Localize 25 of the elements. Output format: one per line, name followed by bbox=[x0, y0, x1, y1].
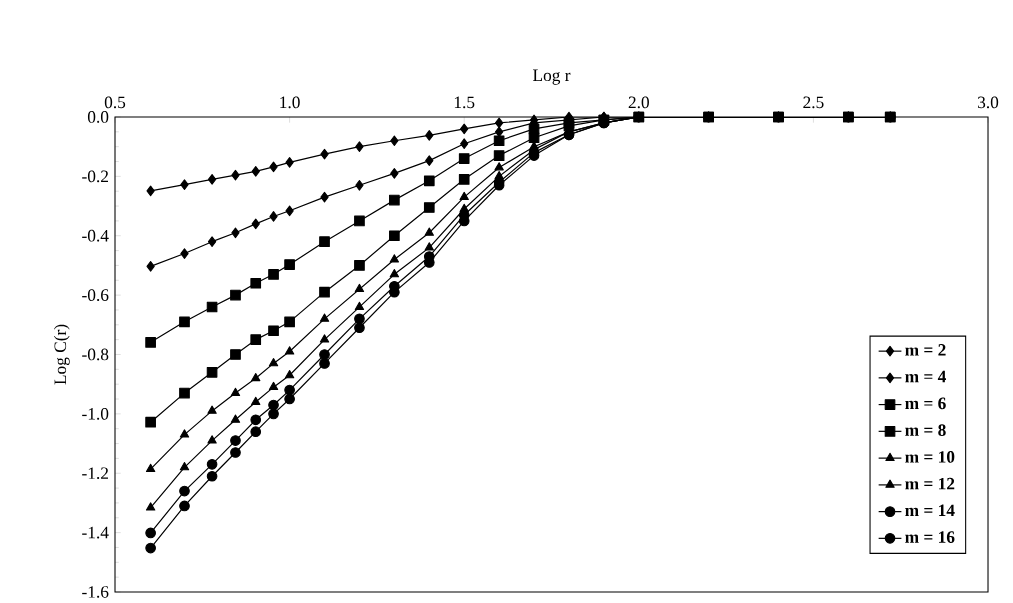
y-axis-title: Log C(r) bbox=[53, 324, 70, 385]
y-tick-label: 0.0 bbox=[87, 111, 109, 123]
x-tick-label: 1.0 bbox=[280, 96, 300, 109]
legend-label: m = 14 bbox=[905, 504, 955, 517]
legend-label: m = 6 bbox=[905, 397, 946, 410]
legend-label: m = 2 bbox=[905, 344, 946, 356]
y-tick-label: -1.2 bbox=[82, 467, 109, 480]
y-tick-label: -1.4 bbox=[82, 526, 109, 539]
legend-label: m = 12 bbox=[905, 477, 955, 490]
y-tick-label: -0.8 bbox=[82, 348, 109, 361]
legend-label: m = 8 bbox=[905, 424, 946, 436]
x-axis-title: Log r bbox=[532, 69, 571, 85]
legend-label: m = 10 bbox=[905, 451, 955, 463]
x-tick-label: 0.5 bbox=[104, 96, 126, 109]
x-tick-label: 1.5 bbox=[454, 96, 475, 109]
x-tick-label: 3.0 bbox=[978, 96, 999, 109]
legend-label: m = 4 bbox=[905, 370, 946, 383]
y-tick-label: -0.2 bbox=[82, 170, 109, 183]
y-tick-label: -0.6 bbox=[82, 289, 109, 302]
legend-label: m = 16 bbox=[905, 531, 955, 543]
y-tick-label: -1.0 bbox=[82, 407, 109, 420]
y-tick-label: -1.6 bbox=[82, 586, 109, 598]
y-tick-label: -0.4 bbox=[82, 229, 109, 242]
x-tick-label: 2.0 bbox=[628, 96, 649, 109]
x-tick-label: 2.5 bbox=[803, 96, 824, 109]
